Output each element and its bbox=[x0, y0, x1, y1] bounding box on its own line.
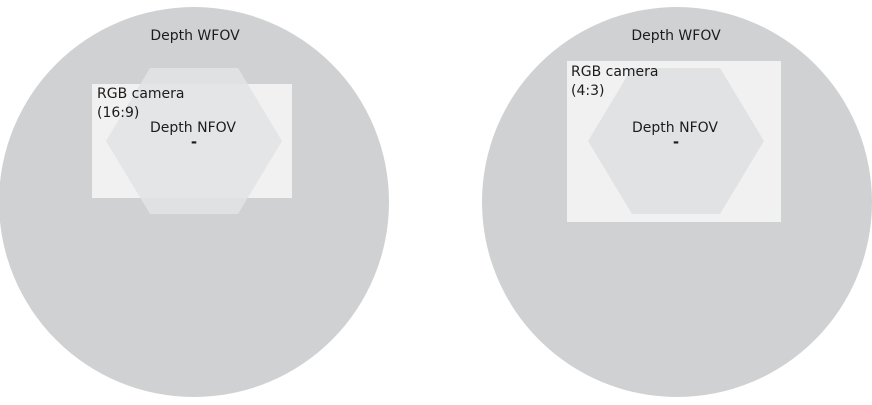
fov-diagram-4-3: Depth WFOV RGB camera (4:3) Depth NFOV - bbox=[482, 7, 872, 397]
rgb-camera-label: RGB camera bbox=[571, 64, 659, 80]
depth-nfov-label: Depth NFOV bbox=[632, 120, 718, 136]
rgb-aspect-ratio-label: (4:3) bbox=[571, 83, 604, 99]
rgb-aspect-ratio-label: (16:9) bbox=[97, 105, 139, 121]
depth-nfov-hexagon bbox=[588, 68, 764, 214]
depth-nfov-label: Depth NFOV bbox=[150, 120, 236, 136]
center-mark: - bbox=[673, 133, 679, 151]
fov-diagram-16-9: Depth WFOV RGB camera (16:9) Depth NFOV … bbox=[0, 7, 389, 397]
center-mark: - bbox=[191, 133, 197, 151]
depth-nfov-hexagon bbox=[106, 68, 282, 214]
depth-wfov-label: Depth WFOV bbox=[631, 28, 721, 44]
depth-wfov-label: Depth WFOV bbox=[150, 28, 240, 44]
rgb-camera-label: RGB camera bbox=[97, 86, 185, 102]
